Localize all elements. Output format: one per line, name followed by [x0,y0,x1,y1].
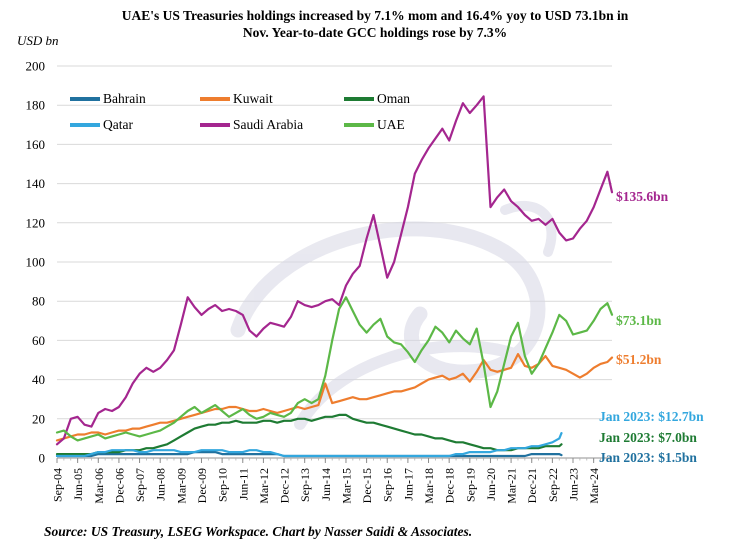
legend-item-kuwait: Kuwait [200,91,344,107]
x-axis-tick-label: Mar-18 [422,468,436,504]
x-axis-tick-label: Mar-15 [339,468,353,504]
y-axis-tick-label: 140 [26,176,46,191]
x-axis-tick-label: Jun-20 [484,468,498,501]
y-axis-tick-label: 200 [26,59,46,74]
legend-item-saudi-arabia: Saudi Arabia [200,117,344,133]
annotation-oman-value: Jan 2023: $7.0bn [599,430,697,446]
x-axis-tick-label: Jun-05 [71,468,85,501]
y-axis-tick-label: 0 [39,451,46,466]
chart-title-line1: UAE's US Treasuries holdings increased b… [121,8,629,23]
legend-label: Oman [377,91,410,106]
series-line-qatar [55,432,563,458]
x-axis-tick-label: Mar-06 [92,468,106,504]
x-axis-tick-label: Mar-12 [257,468,271,504]
x-axis-tick-label: Dec-15 [360,468,374,503]
series-line-kuwait [55,353,614,442]
y-axis-tick-label: 60 [32,333,45,348]
x-axis-tick-label: Mar-09 [174,468,188,504]
legend-item-qatar: Qatar [70,117,200,133]
series-line-uae [55,296,614,442]
x-axis-tick-label: Sep-16 [381,468,395,502]
uae-line-swatch-icon [344,123,374,127]
qatar-line-swatch-icon [70,123,100,127]
source-note: Source: US Treasury, LSEG Workspace. Cha… [44,524,473,539]
kuwait-line-swatch-icon [200,97,230,101]
legend-label: Bahrain [103,91,146,106]
x-axis-tick-label: Jun-08 [154,468,168,501]
x-axis-tick-label: Mar-21 [505,468,519,504]
x-axis-tick-label: Jun-17 [401,468,415,501]
y-axis-tick-label: 100 [26,255,46,270]
x-axis-tick-label: Dec-09 [195,468,209,503]
y-axis-tick-label: 40 [32,372,45,387]
y-axis-tick-label: 120 [26,215,46,230]
series-line-oman [55,413,563,456]
legend-label: Qatar [103,117,133,132]
legend-label: UAE [377,117,405,132]
x-axis-tick-label: Jun-23 [567,468,581,501]
x-axis-tick-label: Sep-13 [298,468,312,502]
annotation-bahrain-value: Jan 2023: $1.5bn [599,450,697,465]
x-axis-tick-label: Sep-10 [216,468,230,502]
x-axis-tick-label: Sep-04 [51,468,65,502]
legend-label: Saudi Arabia [233,117,304,132]
x-axis-tick-label: Sep-19 [463,468,477,502]
legend-label: Kuwait [233,91,273,106]
x-axis-tick-label: Dec-18 [443,468,457,503]
y-axis-tick-label: 180 [26,98,46,113]
x-axis-tick-label: Dec-21 [525,468,539,503]
legend-item-bahrain: Bahrain [70,91,200,107]
x-axis-tick-label: Sep-07 [133,468,147,502]
annotation-uae-value: $73.1bn [616,312,662,328]
legend: Bahrain Kuwait Oman Qatar Saudi Arabia U… [70,91,454,133]
annotation-qatar-value: Jan 2023: $12.7bn [599,408,704,424]
x-axis-tick-label: Jun-14 [319,468,333,501]
saudi-arabia-line-swatch-icon [200,123,230,127]
x-axis-tick-label: Sep-22 [546,468,560,502]
y-axis-unit-label: USD bn [17,33,59,48]
bahrain-line-swatch-icon [70,97,100,101]
x-axis-tick-label: Jun-11 [236,468,250,500]
chart-title: UAE's US Treasuries holdings increased b… [0,7,750,41]
y-axis-tick-label: 80 [32,294,45,309]
x-axis-tick-label: Mar-24 [587,468,601,504]
x-axis-tick-label: Dec-06 [112,468,126,503]
annotation-saudi-value: $135.6bn [616,189,669,205]
legend-item-oman: Oman [344,91,454,107]
annotation-kuwait-value: $51.2bn [616,352,662,367]
y-axis-tick-label: 160 [26,137,46,152]
y-axis-tick-label: 20 [32,411,45,426]
watermark-stroke [500,200,557,257]
watermark-stroke [230,221,546,380]
x-axis-tick-label: Dec-12 [278,468,292,503]
legend-item-uae: UAE [344,117,454,133]
series-line-saudi-arabia [55,95,614,446]
chart-title-line2: Nov. Year-to-date GCC holdings rose by 7… [242,25,508,40]
oman-line-swatch-icon [344,97,374,101]
